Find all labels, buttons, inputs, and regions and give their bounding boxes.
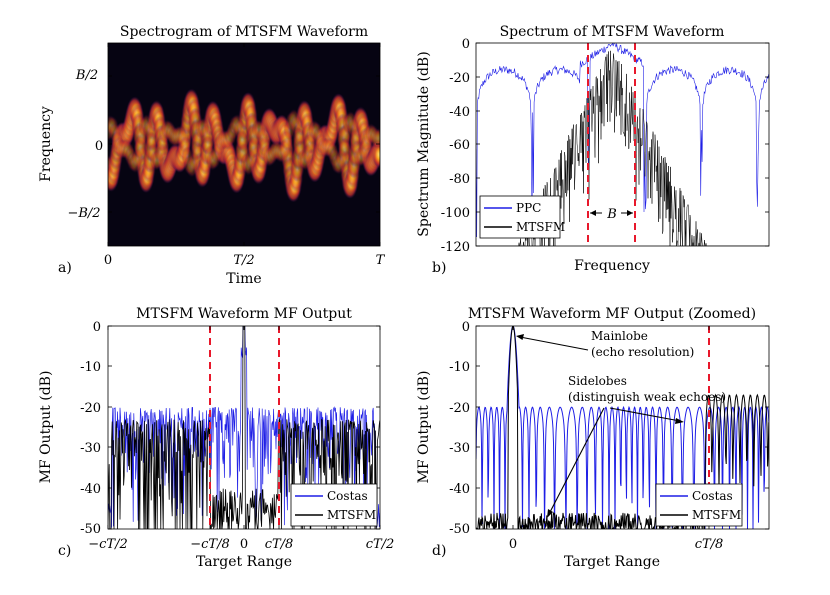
panel-d-ytick-labels: 0 -10 -20 -30 -40 -50 (449, 320, 470, 537)
panel-b-ytick-labels: 0 -20 -40 -60 -80 -100 -120 (441, 37, 470, 255)
xtick-d-ct8: cT/8 (695, 537, 724, 552)
panel-c-ytick-labels: 0 -10 -20 -30 -40 -50 (80, 320, 101, 537)
panel-a-ylabel: Frequency (38, 106, 54, 182)
panel-c-legend: Costas MTSFM (290, 483, 378, 527)
panel-c-letter: c) (58, 543, 71, 559)
legend-mtsfm-label: MTSFM (692, 508, 741, 522)
panel-a: Spectrogram of MTSFM Waveform B/2 0 −B/2… (38, 24, 386, 287)
ytick-c: -10 (80, 360, 101, 375)
bandwidth-label: B (606, 207, 617, 222)
legend-mtsfm-label: MTSFM (516, 220, 565, 234)
annotation-mainlobe: Mainlobe (591, 329, 648, 343)
bandwidth-annotation: B (590, 207, 633, 222)
spectrogram-ridge (373, 142, 380, 169)
panel-a-axes (107, 42, 381, 247)
annotation-sidelobe-arrow-1 (548, 407, 605, 515)
ytick-d: -20 (449, 401, 470, 416)
ytick-d: 0 (462, 320, 470, 335)
panel-c-xlabel: Target Range (196, 554, 292, 570)
xtick-a-full: T (376, 253, 386, 268)
ytick-a-bottom: −B/2 (67, 206, 100, 221)
legend-costas-label: Costas (327, 489, 368, 503)
panel-c-title: MTSFM Waveform MF Output (136, 306, 352, 322)
legend-ppc-label: PPC (516, 201, 541, 215)
xtick-c: −cT/8 (190, 537, 230, 552)
panel-c: MTSFM Waveform MF Output 0 -10 -20 -30 -… (38, 306, 394, 570)
xtick-c: cT/8 (265, 537, 294, 552)
spectrogram-image (108, 88, 380, 203)
series-mtsfm-zoom-line (476, 326, 769, 529)
panel-d: MTSFM Waveform MF Output (Zoomed) 0 -10 … (416, 306, 770, 570)
annotation-mainlobe-arrow (519, 336, 589, 351)
series-mtsfm-spectrum-line (476, 50, 769, 246)
panel-d-annotations: Mainlobe (echo resolution) Sidelobes (di… (516, 329, 726, 518)
panel-d-ylabel: MF Output (dB) (416, 371, 432, 484)
panel-d-axes (475, 325, 770, 530)
ytick-b: -120 (441, 240, 470, 255)
legend-mtsfm-label: MTSFM (327, 508, 376, 522)
panel-b-axes (475, 42, 770, 247)
ytick-b: -80 (449, 172, 470, 187)
annotation-mainlobe-sub: (echo resolution) (591, 345, 694, 359)
ytick-d: -30 (449, 441, 470, 456)
ytick-c: -20 (80, 401, 101, 416)
ytick-c: -40 (80, 482, 101, 497)
ytick-d: -50 (449, 522, 470, 537)
ytick-c: -30 (80, 441, 101, 456)
panel-c-axes (107, 325, 381, 530)
series-mtsfm-line (108, 326, 380, 529)
panel-b-legend: PPC MTSFM (479, 195, 565, 239)
panel-d-letter: d) (432, 543, 446, 559)
xtick-c: 0 (240, 537, 248, 552)
panel-b-title: Spectrum of MTSFM Waveform (500, 24, 725, 40)
panel-b-ylabel: Spectrum Magnitude (dB) (416, 51, 432, 236)
xtick-c: cT/2 (366, 537, 395, 552)
series-costas-line (108, 326, 380, 528)
ytick-b: -60 (449, 138, 470, 153)
annotation-sidelobe-arrow-2 (609, 407, 681, 422)
panel-b: Spectrum of MTSFM Waveform 0 -20 -40 -60… (416, 24, 770, 276)
panel-c-xtick-labels: −cT/2 −cT/8 0 cT/8 cT/2 (88, 537, 394, 552)
annotation-sidelobes: Sidelobes (568, 374, 627, 388)
ytick-a-mid: 0 (95, 139, 103, 154)
panel-b-letter: b) (432, 260, 446, 276)
panel-d-title: MTSFM Waveform MF Output (Zoomed) (468, 306, 756, 322)
ytick-b: -20 (449, 71, 470, 86)
legend-costas-label: Costas (692, 489, 733, 503)
xtick-d-0: 0 (509, 537, 517, 552)
axes-box (475, 42, 770, 247)
ytick-b: -100 (441, 206, 470, 221)
ytick-d: -10 (449, 360, 470, 375)
annotation-sidelobes-sub: (distinguish weak echoes) (568, 390, 726, 404)
spectrogram-ridge (374, 127, 380, 148)
xtick-a-half: T/2 (233, 253, 254, 268)
panel-a-title: Spectrogram of MTSFM Waveform (120, 24, 368, 40)
ytick-a-top: B/2 (75, 68, 98, 83)
ytick-b: -40 (449, 105, 470, 120)
ytick-d: -40 (449, 482, 470, 497)
panel-d-legend: Costas MTSFM (655, 483, 743, 527)
panel-b-xlabel: Frequency (574, 258, 650, 274)
series-ppc-line (476, 43, 769, 238)
panel-d-xlabel: Target Range (564, 554, 660, 570)
panel-c-ylabel: MF Output (dB) (38, 371, 54, 484)
ytick-c: -50 (80, 522, 101, 537)
axes-box (475, 325, 770, 530)
ytick-b: 0 (462, 37, 470, 52)
panel-a-letter: a) (58, 260, 72, 276)
xtick-c: −cT/2 (88, 537, 128, 552)
panel-a-xlabel: Time (226, 271, 261, 287)
xtick-a-0: 0 (104, 253, 112, 268)
ytick-c: 0 (93, 320, 101, 335)
